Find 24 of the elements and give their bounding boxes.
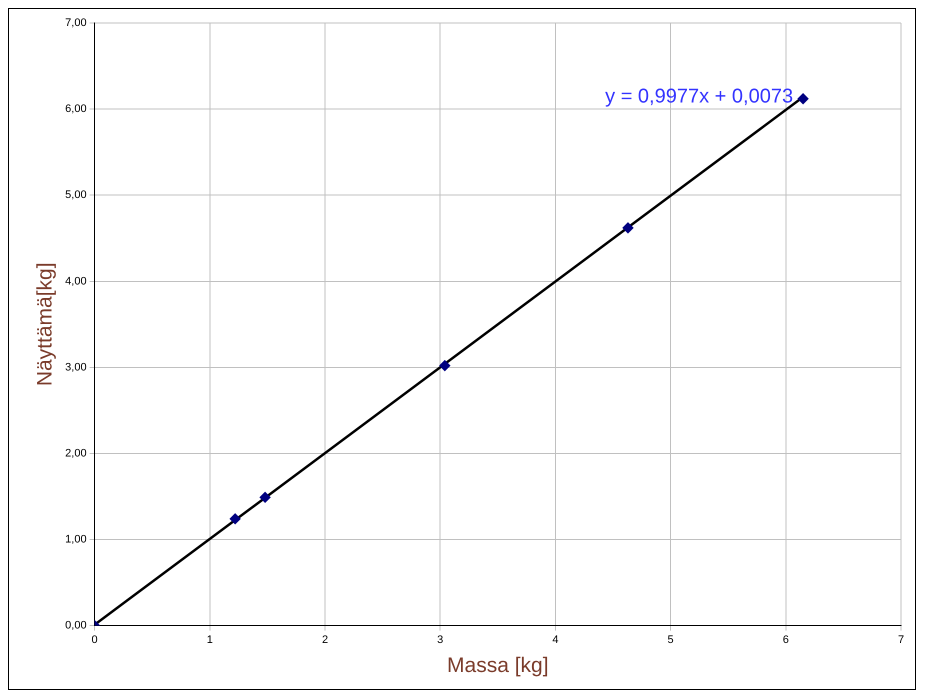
annotation: y = 0,9977x + 0,0073	[605, 86, 794, 108]
y-tick-label: 3,00	[65, 361, 87, 374]
point	[230, 513, 241, 524]
x-tick-label: 6	[782, 634, 789, 646]
y-tick-label: 2,00	[65, 447, 87, 460]
y-tick-label: 1,00	[65, 534, 87, 546]
x-tick-label: 3	[437, 634, 444, 646]
point	[260, 492, 271, 503]
y-axis-title: Näyttämä[kg]	[33, 262, 56, 386]
point	[622, 222, 634, 234]
x-tick-label: 2	[322, 634, 328, 646]
point	[439, 360, 450, 372]
x-axis-title: Massa [kg]	[447, 654, 549, 678]
x-tick-label: 4	[552, 634, 558, 646]
y-tick-label: 7,00	[65, 17, 87, 30]
x-tick-label: 7	[898, 634, 904, 646]
y-tick-label: 6,00	[65, 103, 87, 116]
y-tick-label: 0,00	[65, 620, 87, 632]
point	[798, 93, 809, 104]
x-tick-label: 0	[92, 634, 98, 646]
x-tick-label: 1	[206, 634, 213, 646]
y-tick-label: 5,00	[65, 189, 87, 202]
x-tick-label: 5	[668, 634, 674, 646]
y-tick-label: 4,00	[65, 275, 87, 288]
